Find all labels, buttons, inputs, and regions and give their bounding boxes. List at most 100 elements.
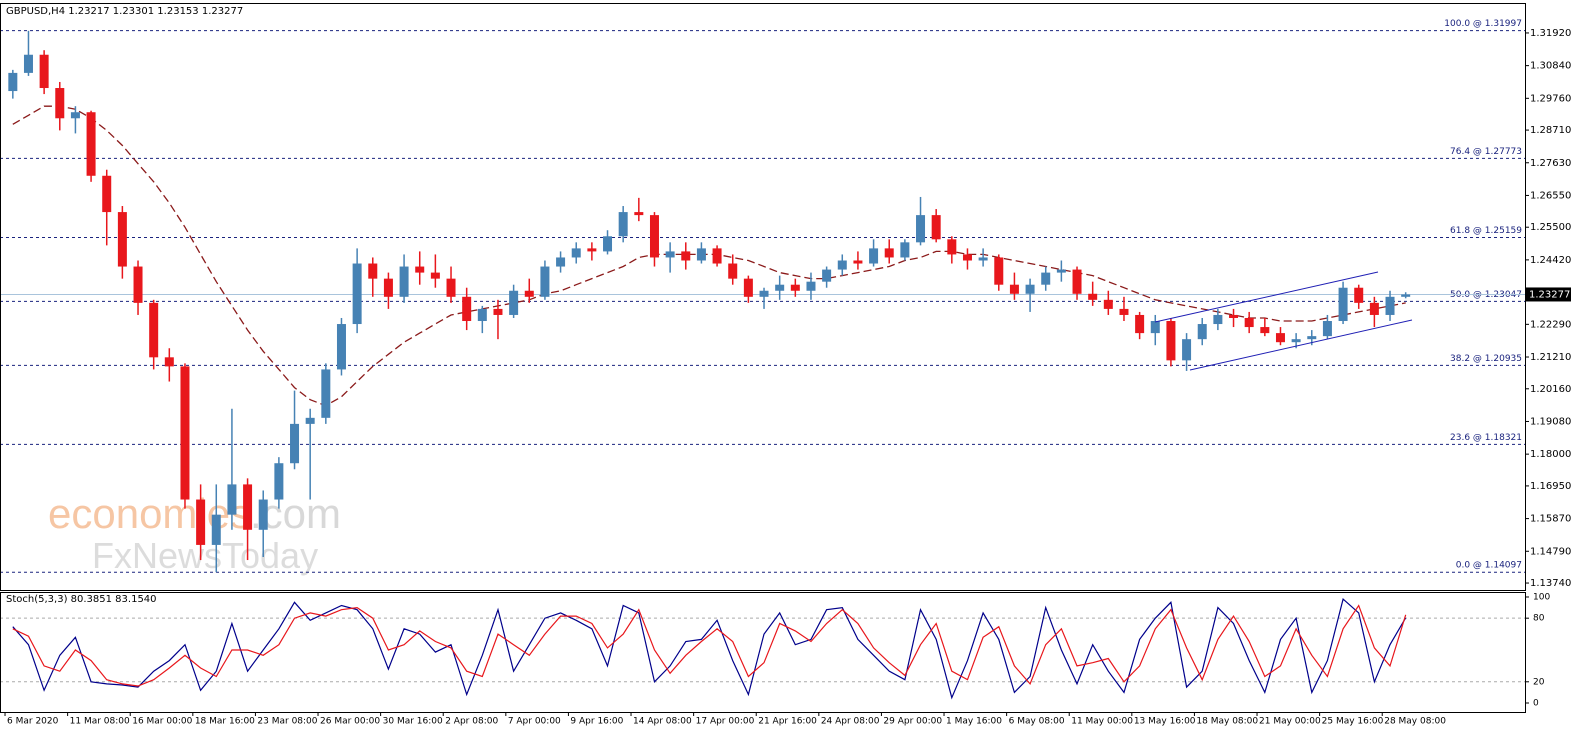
candle-body	[70, 112, 80, 119]
candle-body	[618, 212, 628, 237]
fib-label: 38.2 @ 1.20935	[1450, 354, 1522, 364]
x-tick-label: 25 May 16:00	[1322, 717, 1384, 727]
candle-body	[759, 290, 769, 297]
candle-body	[1307, 336, 1317, 340]
y-tick-label: 1.14790	[1530, 546, 1571, 557]
candle-body	[806, 281, 816, 291]
candle-body	[1229, 314, 1239, 318]
y-tick-label: 1.29760	[1530, 93, 1571, 104]
x-tick-label: 7 Apr 00:00	[508, 717, 561, 727]
candle-body	[1166, 321, 1176, 361]
stoch-line	[12, 604, 1407, 687]
candle-body	[1072, 269, 1082, 294]
candle-body	[649, 215, 659, 258]
y-tick-label: 1.31920	[1530, 28, 1571, 39]
candle-body	[180, 366, 190, 500]
x-tick-label: 1 May 16:00	[946, 717, 1002, 727]
candle-body	[117, 212, 127, 267]
candle-body	[336, 324, 346, 370]
candle-body	[8, 72, 18, 92]
candle-body	[243, 484, 253, 530]
candle-body	[540, 266, 550, 297]
y-tick-label: 20	[1533, 677, 1545, 687]
candle-body	[305, 417, 315, 424]
x-tick-label: 14 Apr 08:00	[633, 717, 692, 727]
candle-body	[211, 514, 221, 545]
main-frame	[0, 3, 1526, 591]
candle-body	[822, 269, 832, 282]
y-tick-label: 1.22290	[1530, 319, 1571, 330]
candle-body	[383, 278, 393, 297]
candle-body	[524, 290, 534, 297]
candle-body	[1025, 284, 1035, 294]
candle-body	[321, 369, 331, 418]
candle-body	[665, 251, 675, 258]
candle-body	[853, 260, 863, 264]
candle-body	[149, 302, 159, 358]
candle-body	[869, 248, 879, 264]
stoch-title: Stoch(5,3,3) 80.3851 83.1540	[6, 594, 157, 605]
candle-body	[55, 88, 65, 119]
x-tick-label: 24 Apr 08:00	[821, 717, 880, 727]
candle-body	[1369, 302, 1379, 315]
x-tick-label: 28 May 08:00	[1384, 717, 1446, 727]
candle-body	[1291, 339, 1301, 343]
candle-body	[1354, 287, 1364, 303]
candle-body	[1135, 314, 1145, 334]
x-tick-label: 23 Mar 08:00	[257, 717, 317, 727]
candle-body	[916, 215, 926, 243]
candle-body	[368, 263, 378, 279]
candle-body	[931, 215, 941, 240]
candle-body	[587, 248, 597, 252]
x-tick-label: 6 Mar 2020	[7, 717, 59, 727]
y-tick-label: 1.25500	[1530, 222, 1571, 233]
y-tick-label: 1.24420	[1530, 255, 1571, 266]
last-price-label: 1.23277	[1529, 289, 1570, 300]
candle-body	[681, 251, 691, 261]
x-tick-label: 21 Apr 16:00	[758, 717, 817, 727]
candle-body	[352, 263, 362, 325]
channel-upper	[1154, 271, 1379, 323]
candle-body	[227, 484, 237, 515]
candle-body	[837, 260, 847, 270]
candle-body	[133, 266, 143, 303]
candle-body	[1244, 317, 1254, 328]
candle-body	[1150, 321, 1160, 334]
x-tick-label: 11 May 00:00	[1071, 717, 1133, 727]
candle-body	[164, 357, 174, 367]
fib-label: 0.0 @ 1.14097	[1456, 561, 1522, 571]
candle-body	[1103, 299, 1113, 309]
plot-layer: 1.31920 1.30840 1.29760 1.28710 1.27630 1.265…	[0, 19, 1571, 727]
candle-body	[196, 499, 206, 545]
x-tick-label: 16 Mar 00:00	[132, 717, 192, 727]
y-tick-label: 0	[1533, 698, 1539, 708]
candle-body	[884, 248, 894, 258]
candle-body	[509, 290, 519, 315]
candle-body	[415, 266, 425, 273]
x-tick-label: 18 Mar 16:00	[195, 717, 255, 727]
channel-lower	[1189, 319, 1413, 371]
candle-body	[39, 54, 49, 89]
candle-body	[1197, 324, 1207, 340]
y-tick-label: 1.16950	[1530, 481, 1571, 492]
fib-label: 23.6 @ 1.18321	[1450, 433, 1522, 443]
candle-body	[23, 54, 33, 73]
candle-body	[571, 248, 581, 258]
candle-body	[1088, 293, 1098, 300]
stoch-frame	[0, 592, 1526, 713]
y-tick-label: 1.26550	[1530, 190, 1571, 201]
last-price-tag	[1526, 287, 1571, 302]
chart-title: GBPUSD,H4 1.23217 1.23301 1.23153 1.2327…	[6, 6, 243, 17]
candle-body	[1119, 308, 1129, 315]
candle-body	[102, 175, 112, 213]
candle-body	[790, 284, 800, 291]
candle-body	[1275, 333, 1285, 343]
candle-body	[1260, 327, 1270, 334]
candle-body	[258, 499, 268, 530]
candle-body	[696, 248, 706, 261]
x-tick-label: 2 Apr 08:00	[445, 717, 498, 727]
candle-body	[900, 242, 910, 258]
x-tick-label: 13 May 16:00	[1134, 717, 1196, 727]
